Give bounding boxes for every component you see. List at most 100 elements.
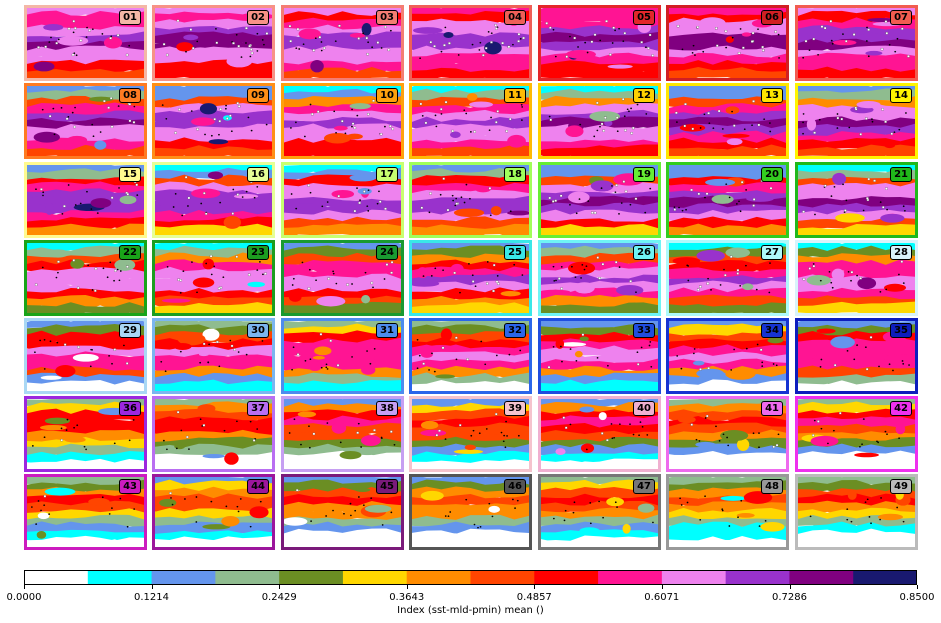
- station-marker: [419, 102, 423, 106]
- island-marker: [735, 203, 738, 205]
- contour-blob: [622, 523, 631, 534]
- station-marker: [265, 32, 269, 35]
- island-marker: [225, 505, 228, 508]
- island-marker: [761, 361, 764, 364]
- contour-blob: [884, 142, 896, 149]
- island-marker: [901, 360, 904, 362]
- map-panel: 40: [538, 396, 661, 472]
- island-marker: [486, 261, 489, 263]
- contour-blob: [488, 505, 500, 513]
- island-marker: [516, 499, 519, 502]
- contour-blob: [810, 435, 839, 447]
- station-marker: [591, 211, 594, 214]
- island-marker: [866, 26, 868, 29]
- colorbar-tick-label: 0.2429: [261, 592, 297, 603]
- map-panel: 25: [409, 240, 532, 316]
- island-marker: [503, 434, 506, 437]
- contour-blob: [161, 298, 191, 303]
- island-marker: [812, 263, 815, 265]
- island-marker: [769, 262, 771, 264]
- station-marker: [593, 33, 597, 36]
- contour-blob: [541, 289, 571, 295]
- station-marker: [559, 194, 563, 198]
- contour-blob: [45, 347, 65, 353]
- island-marker: [809, 515, 812, 518]
- island-marker: [611, 185, 613, 187]
- island-marker: [629, 423, 631, 425]
- island-marker: [320, 366, 323, 369]
- station-marker: [602, 129, 605, 132]
- island-marker: [560, 345, 562, 348]
- island-marker: [905, 112, 907, 114]
- island-marker: [457, 54, 460, 56]
- island-marker: [718, 439, 721, 442]
- station-marker: [202, 342, 206, 346]
- island-marker: [856, 344, 858, 346]
- contour-blob: [47, 249, 69, 258]
- island-marker: [435, 125, 438, 128]
- island-marker: [752, 432, 755, 435]
- station-marker: [495, 121, 498, 124]
- station-marker: [73, 125, 76, 129]
- panel-label: 40: [633, 401, 655, 416]
- island-marker: [291, 368, 293, 371]
- station-marker: [884, 20, 888, 23]
- island-marker: [619, 423, 621, 425]
- colorbar-tick-label: 0.1214: [134, 592, 169, 603]
- station-marker: [859, 133, 862, 136]
- island-marker: [288, 432, 291, 434]
- contour-blob: [364, 504, 392, 513]
- island-marker: [166, 266, 169, 268]
- contour-blob: [736, 513, 755, 518]
- station-marker: [632, 126, 635, 130]
- island-marker: [60, 107, 63, 109]
- island-marker: [589, 522, 592, 525]
- station-marker: [162, 43, 166, 46]
- island-marker: [602, 516, 604, 519]
- island-marker: [463, 109, 466, 112]
- contour-blob: [573, 282, 595, 294]
- island-marker: [110, 35, 113, 38]
- contour-blob: [44, 417, 70, 425]
- island-marker: [309, 358, 312, 361]
- station-marker: [507, 45, 511, 49]
- station-marker: [564, 426, 568, 429]
- panel-label: 33: [633, 323, 655, 338]
- island-marker: [830, 281, 833, 284]
- island-marker: [575, 359, 578, 362]
- contour-band: [669, 536, 786, 547]
- map-panel: 49: [795, 474, 918, 550]
- station-marker: [264, 272, 267, 275]
- island-marker: [596, 357, 599, 359]
- station-marker: [724, 274, 727, 277]
- island-marker: [864, 501, 867, 503]
- contour-map: [284, 243, 401, 313]
- panel-label: 09: [247, 88, 269, 103]
- contour-map: [412, 399, 529, 469]
- station-marker: [482, 54, 485, 57]
- contour-blob: [637, 503, 655, 513]
- island-marker: [865, 40, 868, 42]
- contour-band: [541, 399, 658, 411]
- colorbar-svg: [24, 570, 917, 585]
- island-marker: [465, 112, 468, 115]
- island-marker: [470, 131, 472, 133]
- island-marker: [52, 107, 55, 110]
- station-marker: [128, 103, 132, 106]
- contour-band: [669, 130, 786, 146]
- station-marker: [357, 37, 360, 40]
- station-marker: [833, 364, 837, 367]
- contour-blob: [767, 337, 784, 344]
- contour-band: [412, 380, 529, 391]
- island-marker: [519, 349, 522, 352]
- island-marker: [354, 509, 357, 512]
- island-marker: [681, 48, 684, 51]
- island-marker: [755, 288, 758, 291]
- station-marker: [443, 44, 446, 47]
- station-marker: [466, 358, 469, 361]
- contour-blob: [57, 36, 89, 46]
- station-marker: [812, 264, 816, 268]
- station-marker: [252, 439, 256, 442]
- station-marker: [612, 26, 615, 29]
- island-marker: [902, 520, 905, 523]
